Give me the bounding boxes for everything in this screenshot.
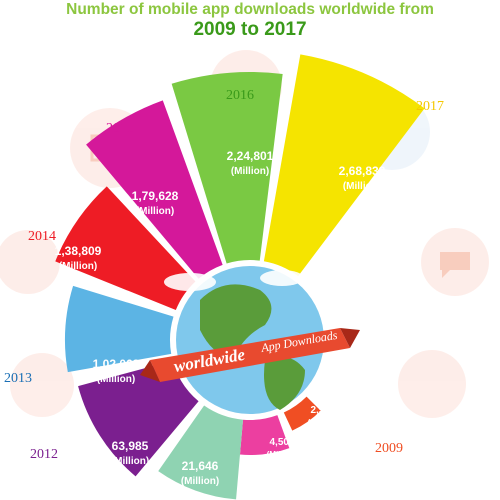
globe-icon — [164, 266, 324, 414]
year-label-2015: 2015 — [106, 121, 134, 136]
unit-label-2016: (Million) — [231, 166, 269, 177]
cloud-icon-circle — [0, 230, 60, 294]
value-label-2017: 2,68,832 — [339, 164, 386, 178]
unit-label-2017: (Million) — [343, 181, 381, 192]
unit-label-2012: (Million) — [111, 456, 149, 467]
bar-sector-2012 — [78, 360, 199, 477]
bar-sector-2016 — [171, 72, 283, 264]
value-label-2014: 1,38,809 — [55, 244, 102, 258]
chart-labels: 2,516 (Million) 2009 4,507 (Million) 21,646 (M… — [4, 88, 444, 487]
chat-icon — [440, 252, 470, 278]
bar-sector-2011 — [158, 405, 244, 500]
bar-sector-2010 — [239, 415, 290, 455]
value-label-2012: 63,985 — [112, 439, 149, 453]
unit-label-2013: (Million) — [97, 374, 135, 385]
bar-sector-2017 — [263, 54, 425, 277]
truck-icon-circle — [10, 353, 74, 417]
unit-label-2011: (Million) — [181, 476, 219, 487]
value-label-2010: 4,507 — [269, 437, 294, 448]
unit-label-2010: (Million) — [267, 450, 298, 459]
chart-sectors — [55, 54, 425, 500]
map-icon-circle — [398, 350, 466, 418]
value-label-2011: 21,646 — [182, 459, 219, 473]
value-label-2013: 1,02,062 — [93, 357, 140, 371]
year-label-2009: 2009 — [375, 441, 403, 456]
year-label-2012: 2012 — [30, 447, 58, 462]
year-label-2013: 2013 — [4, 371, 32, 386]
unit-label-2015: (Million) — [136, 206, 174, 217]
bar-sector-2009 — [283, 396, 321, 431]
chart-title-line1: Number of mobile app downloads worldwide… — [66, 1, 434, 18]
unit-label-2009: (Million) — [308, 418, 339, 427]
bar-sector-2014 — [55, 186, 196, 311]
value-label-2009: 2,516 — [310, 405, 335, 416]
year-label-2014: 2014 — [28, 229, 56, 244]
unit-label-2014: (Million) — [59, 261, 97, 272]
value-label-2016: 2,24,801 — [227, 149, 274, 163]
bar-sector-2013 — [64, 285, 174, 373]
bar-sector-2015 — [86, 100, 223, 279]
year-label-2017: 2017 — [416, 99, 444, 114]
value-label-2015: 1,79,628 — [132, 189, 179, 203]
chart-title-line2: 2009 to 2017 — [193, 19, 307, 40]
year-label-2016: 2016 — [226, 88, 254, 103]
